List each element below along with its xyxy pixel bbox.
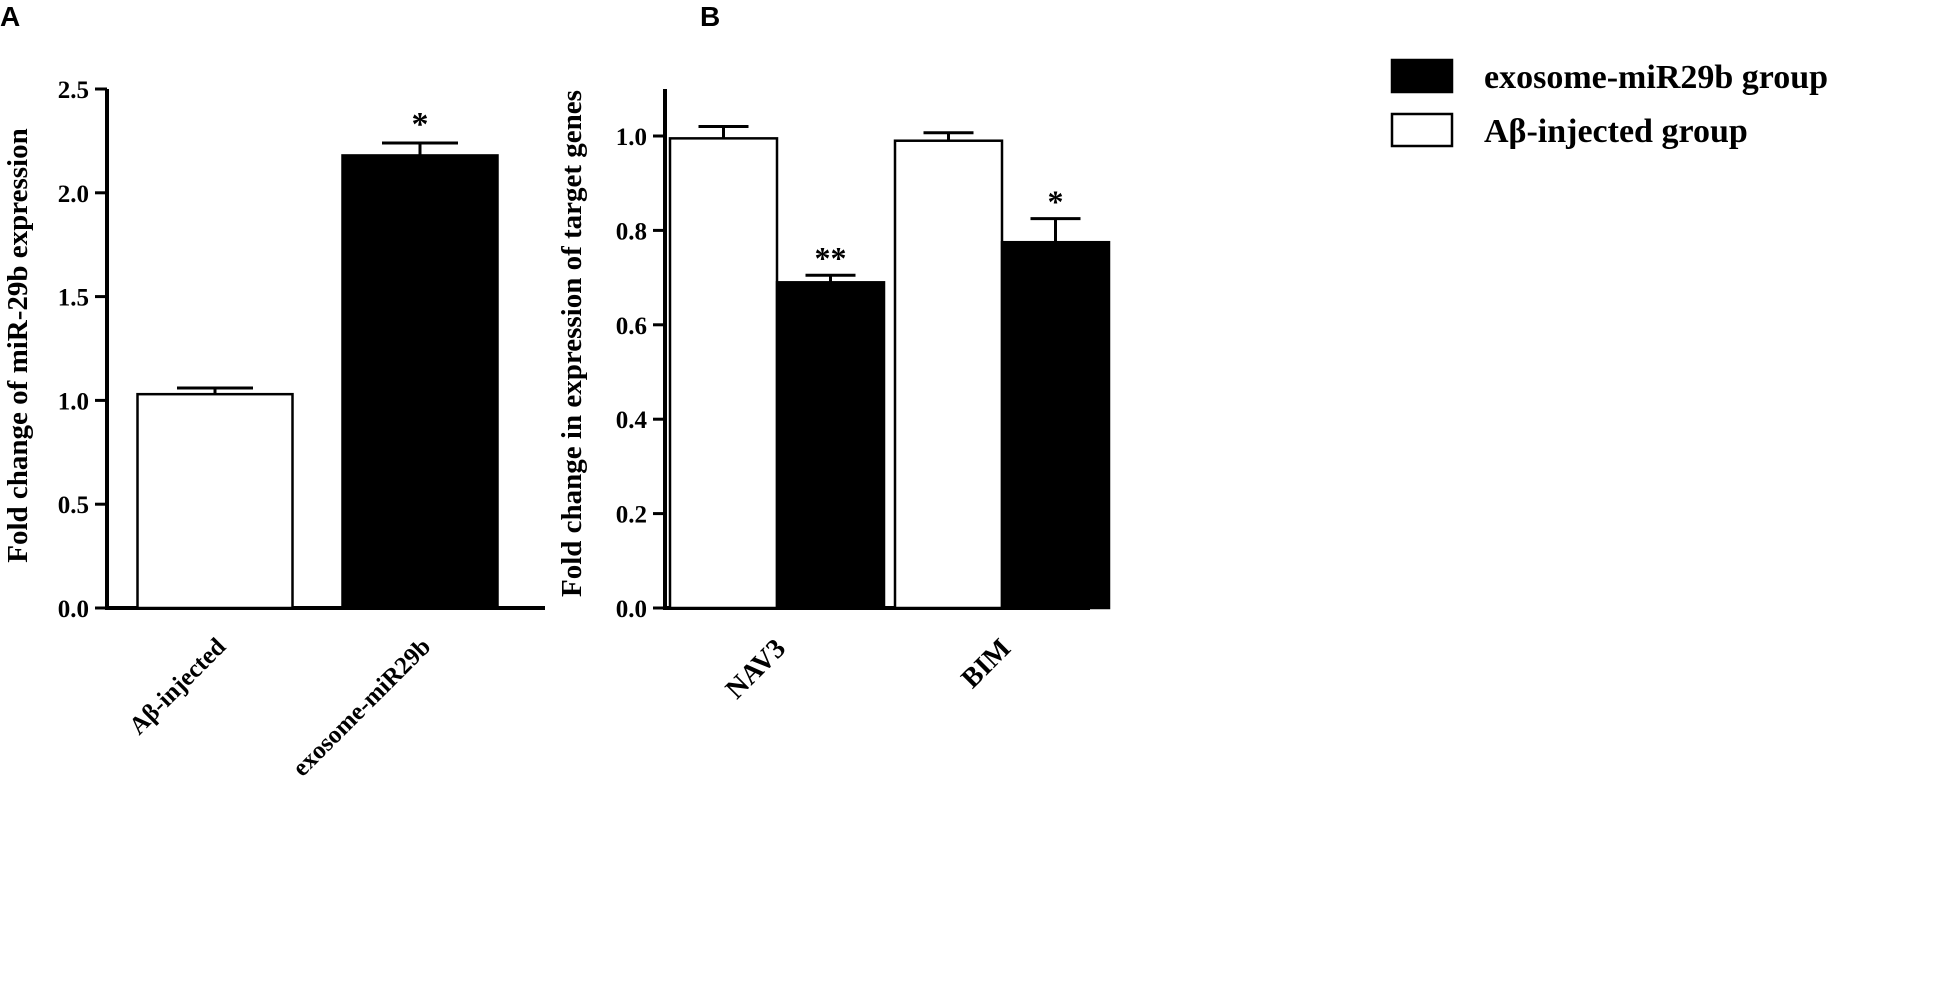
panel-b-x-tick-label: NAV3 [720,633,792,705]
legend-swatch [1390,58,1454,94]
panel-b-y-tick-label: 0.4 [616,407,648,434]
panel-b-bar [775,281,886,610]
panel-a-y-tick-label: 0.5 [58,492,89,519]
panel-b-x-tick-label: BIM [955,633,1017,695]
panel-b-y-tick-label: 1.0 [616,124,647,151]
legend: exosome-miR29b group Aβ-injected group [1390,58,1828,150]
panel-a-significance: * [412,106,429,143]
panel-a-y-tick-label: 1.5 [58,285,89,312]
panel-b-bar [1000,240,1111,610]
panel-b-y-tick-label: 0.2 [616,502,647,529]
panel-b-y-axis-label: Fold change in expression of target gene… [556,90,588,597]
panel-a-y-tick-label: 0.0 [58,596,89,623]
panel-a-y-axis-label: Fold change of miR-29b expression [2,128,34,562]
panel-a-label: A [0,1,20,32]
panel-b-y-tick-label: 0.0 [616,596,647,623]
panel-a-y-tick-label: 2.5 [58,77,89,104]
panel-a-y-tick-label: 1.0 [58,388,89,415]
panel-b-y-tick-label: 0.6 [616,313,647,340]
panel-b-significance: ** [815,240,847,276]
legend-swatch [1390,112,1454,148]
panel-a-chart: 0.0 0.5 1.0 1.5 2.0 2.5 Aβ-injected * exosome-mi… [2,77,545,782]
panel-b-y-tick-label: 0.8 [616,218,647,245]
panel-a-bar [136,392,294,610]
legend-label: exosome-miR29b group [1484,59,1828,96]
panel-a-bar [341,154,499,610]
panel-b-significance: * [1048,184,1064,220]
panel-a-x-tick-label: exosome-miR29b [288,633,437,782]
panel-b-bar [668,137,779,610]
panel-b-bar [893,139,1004,610]
panel-b-label: B [700,1,720,32]
panel-a-x-tick-label: Aβ-injected [124,633,231,740]
panel-a-y-tick-label: 2.0 [58,181,89,208]
legend-label: Aβ-injected group [1484,113,1748,150]
